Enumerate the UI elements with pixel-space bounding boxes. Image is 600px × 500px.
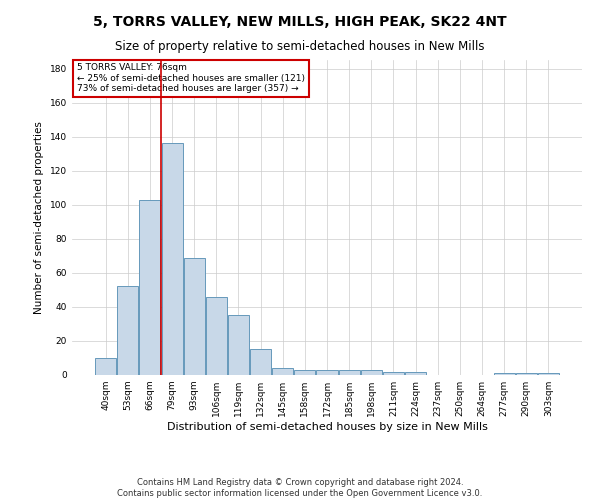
Bar (361, 370, 382, 375)
Bar (272, 368, 293, 375)
Bar (250, 350, 271, 375)
Bar (515, 374, 536, 375)
Bar (139, 200, 160, 375)
Bar (95, 358, 116, 375)
Bar (405, 372, 426, 375)
Bar (228, 316, 249, 375)
Bar (316, 370, 338, 375)
Bar (383, 372, 404, 375)
Bar (118, 286, 139, 375)
Text: Size of property relative to semi-detached houses in New Mills: Size of property relative to semi-detach… (115, 40, 485, 53)
Bar (338, 370, 359, 375)
Bar (494, 374, 515, 375)
Bar (295, 370, 316, 375)
Bar (538, 374, 559, 375)
Y-axis label: Number of semi-detached properties: Number of semi-detached properties (34, 121, 44, 314)
Text: 5 TORRS VALLEY: 76sqm
← 25% of semi-detached houses are smaller (121)
73% of sem: 5 TORRS VALLEY: 76sqm ← 25% of semi-deta… (77, 63, 305, 93)
Bar (161, 144, 182, 375)
Text: 5, TORRS VALLEY, NEW MILLS, HIGH PEAK, SK22 4NT: 5, TORRS VALLEY, NEW MILLS, HIGH PEAK, S… (93, 15, 507, 29)
Bar (206, 296, 227, 375)
Text: Contains HM Land Registry data © Crown copyright and database right 2024.
Contai: Contains HM Land Registry data © Crown c… (118, 478, 482, 498)
Bar (184, 258, 205, 375)
X-axis label: Distribution of semi-detached houses by size in New Mills: Distribution of semi-detached houses by … (167, 422, 487, 432)
